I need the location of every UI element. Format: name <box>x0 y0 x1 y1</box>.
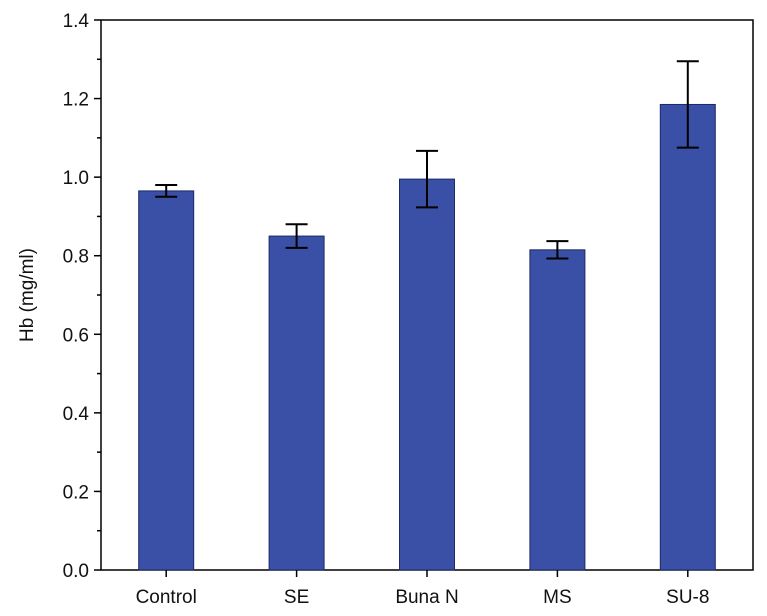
plot-area: 0.0 0.2 0.4 0.6 0.8 1.0 1.2 1.4 Control SE Buna N M… <box>63 11 754 608</box>
bar <box>399 178 455 571</box>
y-tick-label: 0.6 <box>63 325 89 346</box>
y-tick-label: 0.2 <box>63 482 89 503</box>
bar <box>659 103 716 571</box>
x-tick-label: SU-8 <box>666 587 709 608</box>
y-tick-label: 0.4 <box>63 404 90 425</box>
x-tick-label: MS <box>543 587 572 608</box>
bar <box>268 235 325 571</box>
y-tick-label: 1.2 <box>63 90 89 111</box>
bar <box>529 249 586 571</box>
y-tick-label: 0.0 <box>63 561 89 582</box>
x-tick-label: Control <box>136 587 197 608</box>
bar <box>138 190 195 571</box>
y-axis-title: Hb (mg/ml) <box>17 248 38 342</box>
x-tick-label: Buna N <box>395 587 458 608</box>
x-tick-label: SE <box>284 587 309 608</box>
y-tick-label: 1.0 <box>63 168 89 189</box>
y-tick-label: 0.8 <box>63 247 89 268</box>
y-tick-label: 1.4 <box>63 11 90 32</box>
